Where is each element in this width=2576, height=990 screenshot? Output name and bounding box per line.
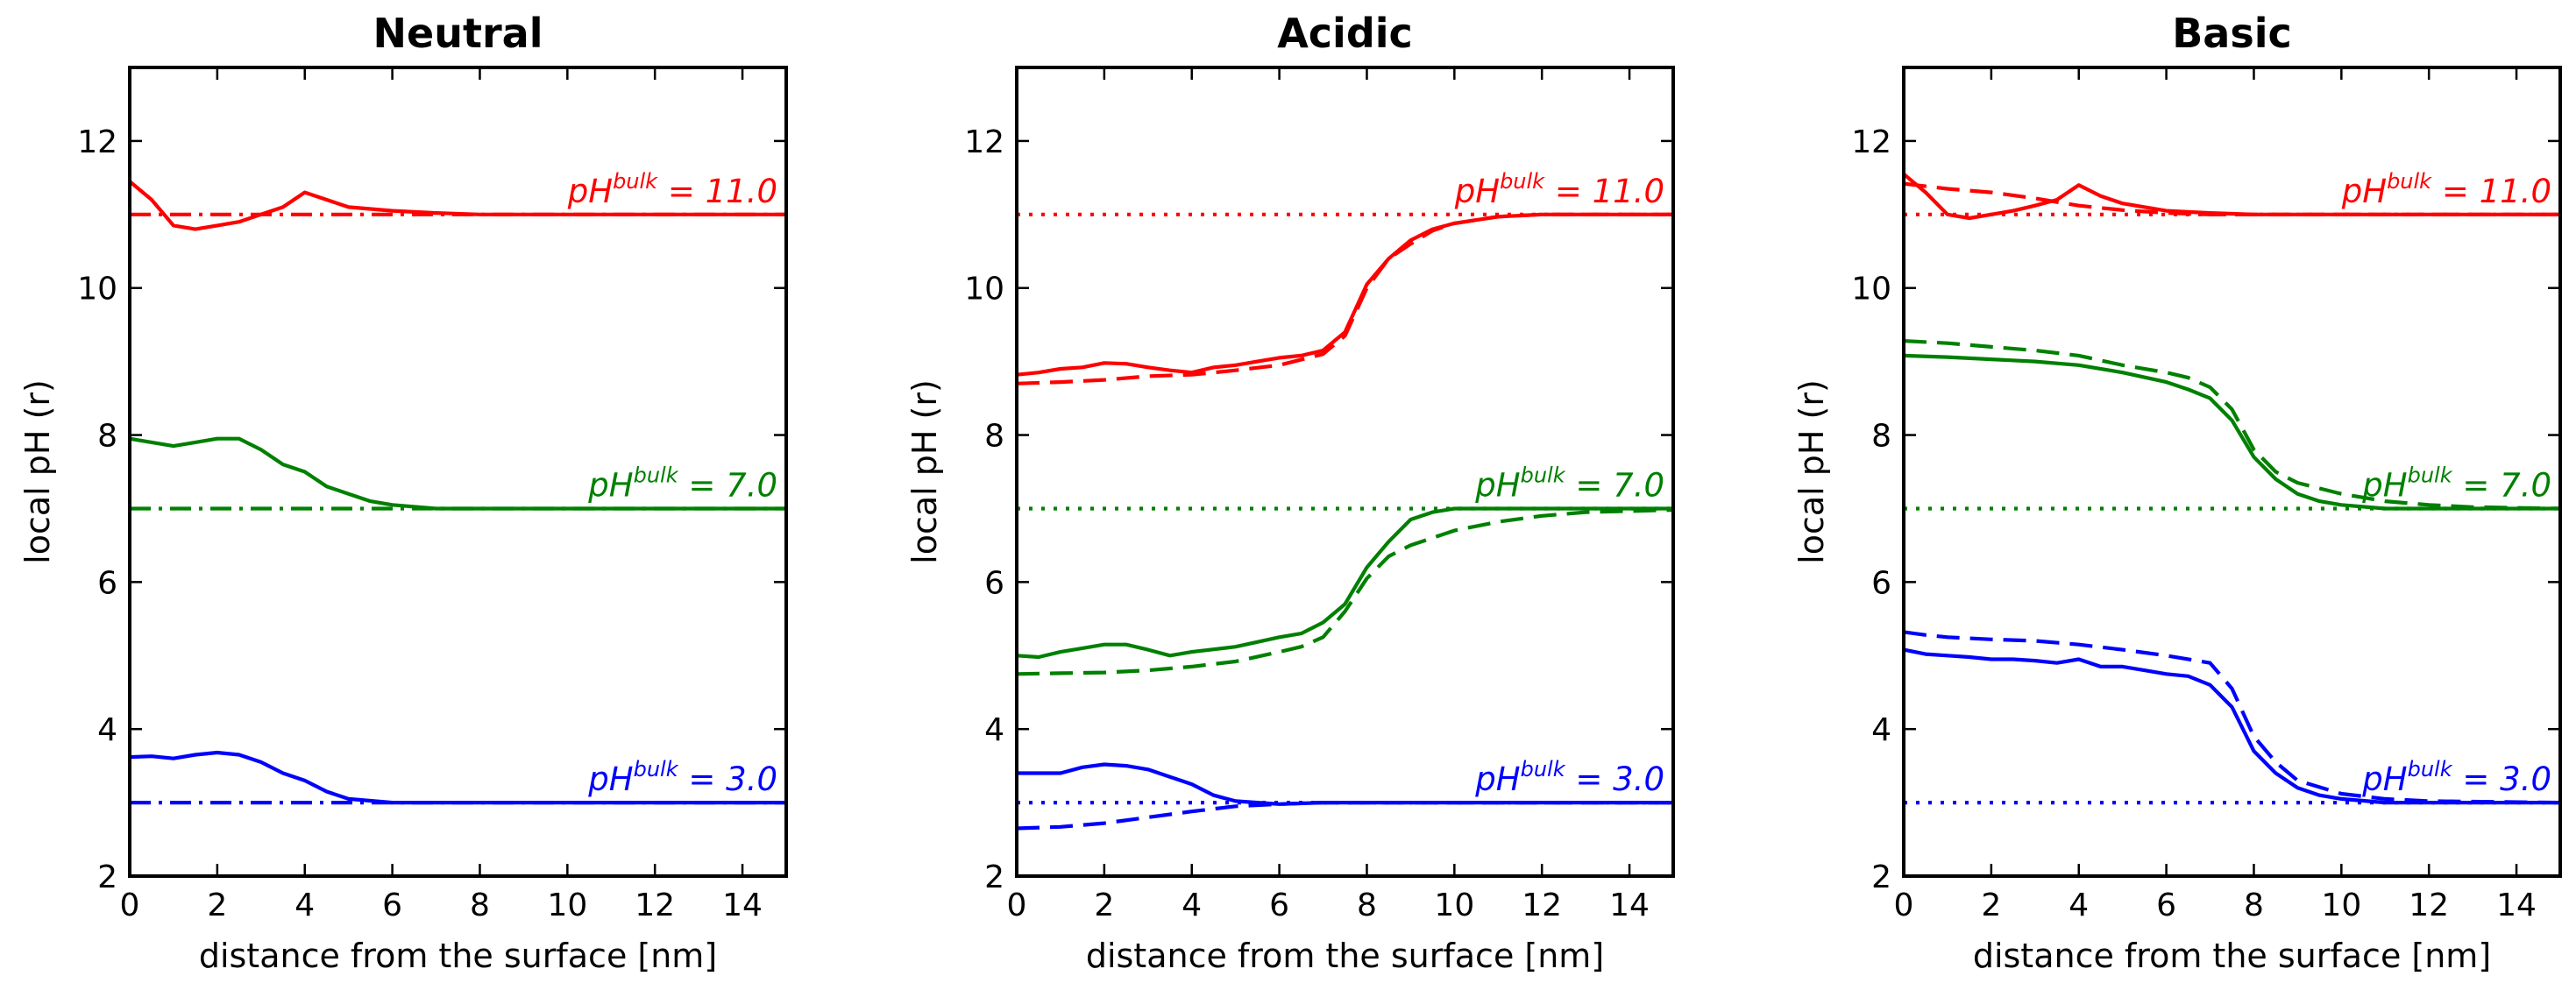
bulk-ph-annotation: pHbulk = 11.0 [567, 169, 777, 210]
x-tick-label: 10 [2321, 887, 2361, 923]
y-tick-label: 8 [1871, 419, 1891, 455]
x-tick-label: 10 [547, 887, 587, 923]
bulk-ph-annotation: pHbulk = 3.0 [1474, 757, 1664, 798]
y-tick-label: 12 [1851, 124, 1891, 160]
x-axis-label: distance from the surface [nm] [199, 937, 717, 975]
x-axis-label: distance from the surface [nm] [1973, 937, 2491, 975]
x-tick-label: 6 [1269, 887, 1289, 923]
x-tick-label: 4 [295, 887, 315, 923]
bulk-ph-annotation: pHbulk = 11.0 [2341, 169, 2551, 210]
x-tick-label: 2 [207, 887, 227, 923]
x-axis-label: distance from the surface [nm] [1086, 937, 1604, 975]
chart-title: Basic [2172, 10, 2292, 57]
x-tick-label: 4 [1182, 887, 1202, 923]
x-tick-label: 8 [1357, 887, 1377, 923]
y-tick-label: 10 [77, 272, 117, 308]
series-line [1904, 353, 2560, 511]
y-tick-label: 6 [1871, 565, 1891, 601]
y-tick-label: 2 [1871, 859, 1891, 895]
x-tick-label: 2 [1981, 887, 2001, 923]
series-line [1017, 212, 1673, 385]
y-tick-label: 2 [97, 859, 117, 895]
y-tick-label: 8 [97, 419, 117, 455]
x-tick-label: 4 [2069, 887, 2089, 923]
bulk-ph-annotation: pHbulk = 7.0 [587, 463, 777, 504]
y-tick-label: 12 [77, 124, 117, 160]
x-tick-label: 12 [2409, 887, 2449, 923]
series-line [1017, 508, 1673, 676]
x-tick-label: 10 [1434, 887, 1474, 923]
bulk-ph-annotation: pHbulk = 3.0 [587, 757, 777, 798]
x-tick-label: 0 [1007, 887, 1027, 923]
plot-frame [1015, 66, 1675, 878]
x-tick-label: 12 [635, 887, 675, 923]
series-line [1904, 339, 2560, 511]
x-tick-label: 12 [1522, 887, 1562, 923]
y-tick-label: 4 [97, 712, 117, 748]
bulk-ph-annotation: pHbulk = 7.0 [1474, 463, 1664, 504]
series-line [1017, 800, 1673, 831]
series-line [1017, 212, 1673, 377]
x-tick-label: 14 [722, 887, 763, 923]
series-line [1904, 647, 2560, 805]
x-tick-label: 0 [1894, 887, 1914, 923]
series-line [1904, 630, 2560, 805]
y-tick-label: 12 [964, 124, 1004, 160]
series-line [1017, 506, 1673, 660]
y-axis-label: local pH (r) [18, 379, 57, 564]
x-tick-label: 14 [1609, 887, 1650, 923]
y-axis-label: local pH (r) [1792, 379, 1831, 564]
bulk-ph-annotation: pHbulk = 11.0 [1454, 169, 1664, 210]
y-tick-label: 6 [97, 565, 117, 601]
x-tick-label: 8 [2244, 887, 2264, 923]
x-tick-label: 14 [2496, 887, 2537, 923]
chart-title: Acidic [1277, 10, 1413, 57]
y-tick-label: 10 [964, 272, 1004, 308]
y-tick-label: 4 [984, 712, 1004, 748]
x-tick-label: 8 [470, 887, 490, 923]
x-tick-label: 2 [1094, 887, 1114, 923]
plot-frame [1902, 66, 2562, 878]
y-tick-label: 2 [984, 859, 1004, 895]
chart-title: Neutral [373, 10, 543, 57]
x-tick-label: 6 [382, 887, 402, 923]
x-tick-label: 6 [2156, 887, 2176, 923]
y-axis-label: local pH (r) [905, 379, 944, 564]
plot-frame [128, 66, 788, 878]
x-tick-label: 0 [120, 887, 140, 923]
y-tick-label: 4 [1871, 712, 1891, 748]
series-line [130, 436, 786, 511]
bulk-ph-annotation: pHbulk = 7.0 [2361, 463, 2551, 504]
y-tick-label: 8 [984, 419, 1004, 455]
y-tick-label: 10 [1851, 272, 1891, 308]
y-tick-label: 6 [984, 565, 1004, 601]
bulk-ph-annotation: pHbulk = 3.0 [2361, 757, 2551, 798]
